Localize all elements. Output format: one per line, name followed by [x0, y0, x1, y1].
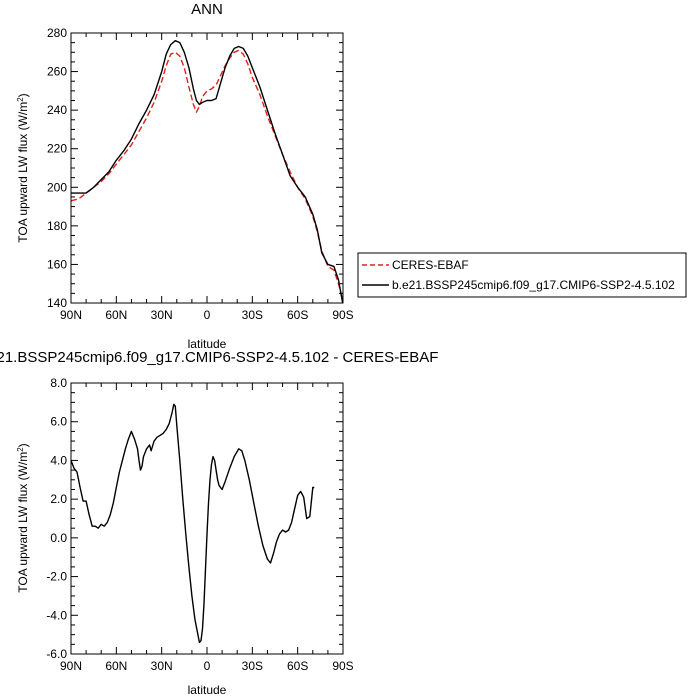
legend-entry-model: b.e21.BSSP245cmip6.f09_g17.CMIP6-SSP2-4.… [392, 278, 675, 292]
chart-title: b.e21.BSSP245cmip6.f09_g17.CMIP6-SSP2-4.… [0, 349, 438, 366]
y-tick-label: 180 [47, 219, 67, 233]
y-tick-label: 240 [47, 103, 67, 117]
series-line-1 [71, 40, 343, 303]
y-tick-label: 8.0 [50, 376, 67, 390]
plot-area [71, 40, 343, 303]
x-tick-label: 30S [242, 308, 263, 322]
y-tick-label: 4.0 [50, 453, 67, 467]
x-tick-label: 0 [204, 308, 211, 322]
x-axis-label: latitude [188, 337, 227, 351]
y-tick-label: -4.0 [46, 608, 67, 622]
series-line-0 [71, 403, 315, 644]
legend: CERES-EBAF b.e21.BSSP245cmip6.f09_g17.CM… [357, 252, 687, 298]
plot-frame [70, 32, 344, 304]
y-axis-label: TOA upward LW flux (W/m2) [16, 443, 31, 592]
x-tick-label: 0 [204, 659, 211, 673]
x-tick-label: 60N [105, 659, 127, 673]
x-tick-label: 90S [332, 659, 353, 673]
x-tick-label: 30S [242, 659, 263, 673]
y-tick-label: 280 [47, 26, 67, 40]
x-tick-label: 60S [287, 659, 308, 673]
y-tick-label: 2.0 [50, 492, 67, 506]
y-tick-label: 6.0 [50, 415, 67, 429]
x-tick-label: 90N [60, 659, 82, 673]
y-tick-label: -2.0 [46, 570, 67, 584]
y-tick-label: 140 [47, 296, 67, 310]
y-tick-label: 160 [47, 257, 67, 271]
x-tick-label: 60N [105, 308, 127, 322]
x-tick-label: 90S [332, 308, 353, 322]
legend-entry-ceres: CERES-EBAF [392, 258, 469, 272]
x-axis-label: latitude [188, 683, 227, 697]
x-axis-ticks: 90N 60N 30N 0 30S 60S 90S [60, 33, 354, 322]
chart-annual-mean: ANN 90N 60N 30N 0 30S 60S 90S 140 160 180 200 220 2… [16, 1, 354, 351]
chart-difference: b.e21.BSSP245cmip6.f09_g17.CMIP6-SSP2-4.… [0, 349, 438, 697]
x-tick-label: 30N [151, 659, 173, 673]
plot-area [71, 403, 315, 644]
x-tick-label: 90N [60, 308, 82, 322]
y-axis-label: TOA upward LW flux (W/m2) [16, 93, 31, 242]
x-axis-ticks: 90N 60N 30N 0 30S 60S 90S [60, 383, 354, 673]
series-line-0 [71, 49, 343, 302]
y-tick-label: 260 [47, 65, 67, 79]
chart-title: ANN [191, 1, 223, 18]
y-tick-label: 220 [47, 142, 67, 156]
y-tick-label: -6.0 [46, 647, 67, 661]
y-tick-label: 0.0 [50, 531, 67, 545]
x-tick-label: 30N [151, 308, 173, 322]
y-tick-label: 200 [47, 180, 67, 194]
y-axis-ticks: 140 160 180 200 220 240 260 280 [47, 26, 343, 310]
legend-box [357, 252, 687, 298]
plot-frame [70, 382, 344, 655]
x-tick-label: 60S [287, 308, 308, 322]
